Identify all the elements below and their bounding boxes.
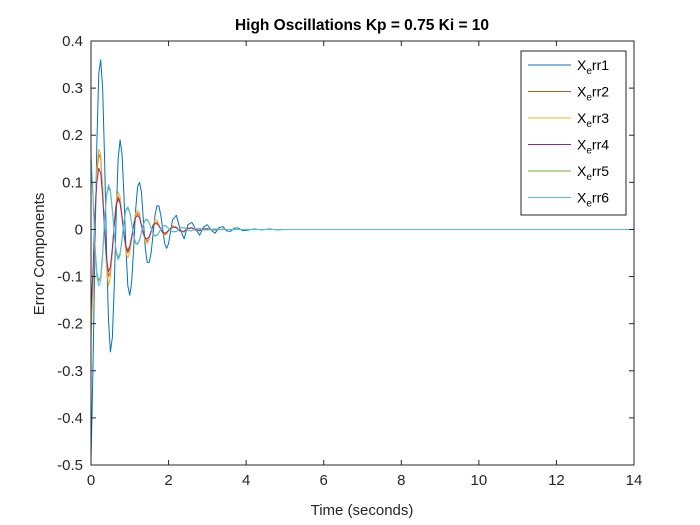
legend-entry-rest: rr6 xyxy=(592,190,609,206)
x-axis-label: Time (seconds) xyxy=(311,502,414,519)
legend-entry-4: Xerr4 xyxy=(577,137,609,157)
y-tick-label: -0.4 xyxy=(57,410,83,427)
legend-entry-sub: e xyxy=(586,66,592,77)
y-tick-label: 0.4 xyxy=(62,33,83,50)
x-tick-label: 6 xyxy=(320,472,328,489)
x-tick-label: 12 xyxy=(548,472,565,489)
y-tick-label: 0.2 xyxy=(62,127,83,144)
legend-entry-sub: e xyxy=(586,199,592,210)
legend-entry-rest: rr5 xyxy=(592,163,609,179)
legend-entry-1: Xerr1 xyxy=(577,57,609,77)
legend-entry-rest: rr2 xyxy=(592,84,609,100)
legend-entry-rest: rr1 xyxy=(592,57,609,73)
legend-entry-3: Xerr3 xyxy=(577,110,609,130)
legend-entry-rest: rr4 xyxy=(592,137,609,153)
series-line-6 xyxy=(90,154,634,287)
x-tick-label: 14 xyxy=(626,472,643,489)
axes: 0 2 4 6 8 10 12 14 -0.5 -0.4 -0.3 -0.2 -0.1 0 0.1 0.2 0.… xyxy=(57,33,642,489)
y-tick-label: -0.3 xyxy=(57,363,83,380)
plot-area xyxy=(90,59,634,461)
x-tick-label: 2 xyxy=(164,472,172,489)
legend-entry-base: X xyxy=(577,110,587,126)
x-tick-label: 10 xyxy=(471,472,488,489)
x-tick-label: 0 xyxy=(87,472,95,489)
y-tick-label: -0.2 xyxy=(57,316,83,333)
legend-entry-sub: e xyxy=(586,146,592,157)
legend-entry-rest: rr3 xyxy=(592,110,609,126)
legend-box xyxy=(520,50,627,216)
y-tick-label: -0.5 xyxy=(57,457,83,474)
y-axis-label: Error Components xyxy=(31,193,48,316)
legend-entry-base: X xyxy=(577,137,587,153)
legend-entry-base: X xyxy=(577,163,587,179)
chart-title: High Oscillations Kp = 0.75 Ki = 10 xyxy=(235,17,489,34)
legend-entry-6: Xerr6 xyxy=(577,190,609,210)
legend-entry-base: X xyxy=(577,190,587,206)
y-tick-label: 0 xyxy=(75,221,83,238)
y-tick-label: 0.1 xyxy=(62,174,83,191)
x-tick-label: 8 xyxy=(397,472,405,489)
legend-entry-sub: e xyxy=(586,119,592,130)
legend-entry-base: X xyxy=(577,84,587,100)
legend-entry-5: Xerr5 xyxy=(577,163,609,183)
legend-entry-sub: e xyxy=(586,93,592,104)
y-tick-label: 0.3 xyxy=(62,80,83,97)
x-tick-label: 4 xyxy=(242,472,250,489)
legend-entry-sub: e xyxy=(586,172,592,183)
y-tick-label: -0.1 xyxy=(57,269,83,286)
legend-entry-base: X xyxy=(577,57,587,73)
legend-entry-2: Xerr2 xyxy=(577,84,609,104)
axes-box xyxy=(90,40,635,466)
